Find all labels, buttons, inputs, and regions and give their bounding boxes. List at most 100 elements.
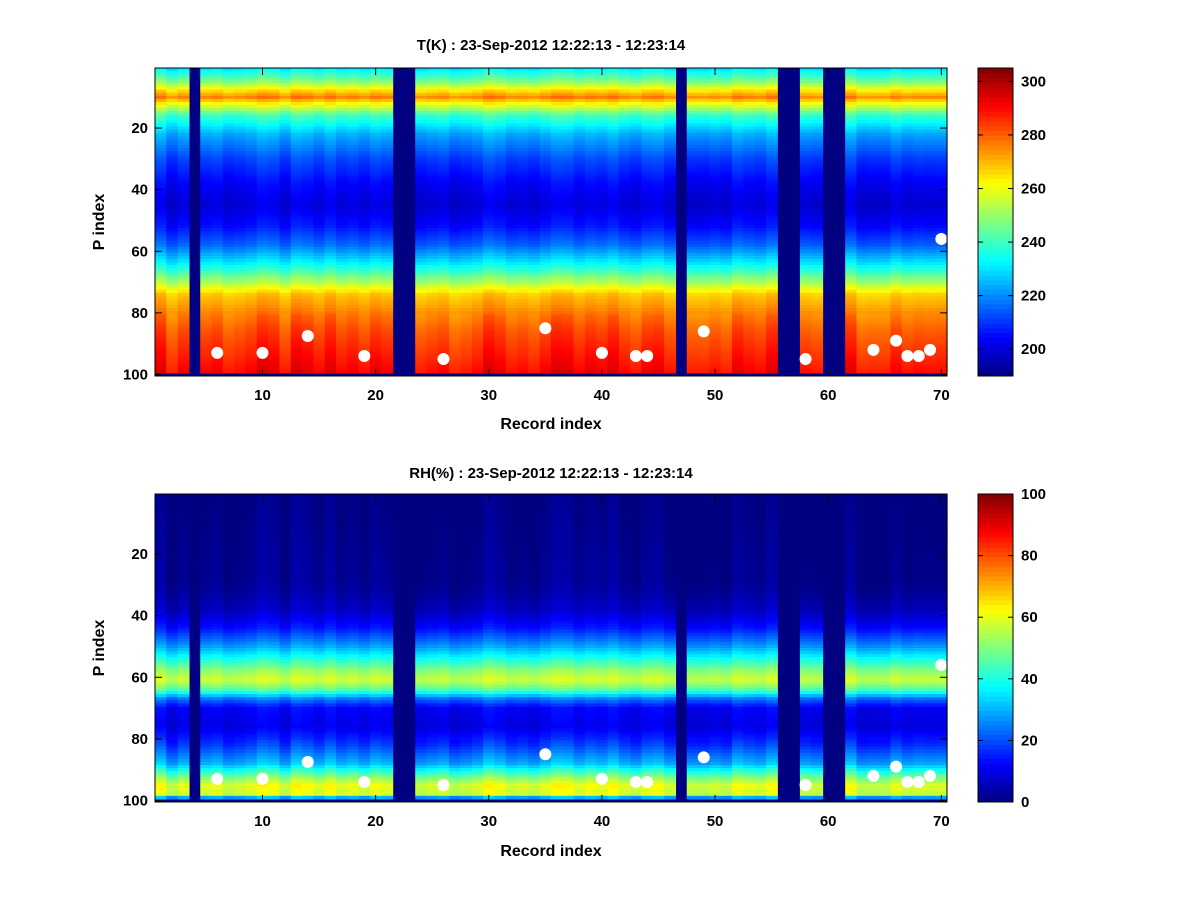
temperature-heatmap-cell	[155, 71, 167, 75]
temperature-heatmap-cell	[324, 258, 337, 263]
temperature-heatmap-cell	[211, 262, 224, 266]
temperature-heatmap-cell	[336, 314, 348, 319]
temperature-heatmap-cell	[381, 354, 394, 359]
temperature-heatmap-cell	[200, 203, 213, 208]
temperature-heatmap-cell	[324, 277, 337, 282]
temperature-heatmap-cell	[200, 360, 213, 365]
temperature-heatmap-cell	[268, 95, 281, 100]
temperature-heatmap-cell	[279, 129, 292, 134]
temperature-heatmap-cell	[256, 138, 269, 143]
temperature-heatmap-cell	[200, 188, 213, 192]
temperature-heatmap-cell	[177, 342, 190, 346]
temperature-heatmap-cell	[177, 348, 190, 352]
temperature-heatmap-cell	[369, 117, 382, 121]
temperature-heatmap-cell	[166, 151, 179, 155]
temperature-heatmap-cell	[166, 366, 179, 371]
temperature-heatmap-cell	[302, 148, 314, 152]
temperature-heatmap-cell	[324, 295, 337, 300]
temperature-heatmap-cell	[245, 295, 258, 300]
temperature-heatmap-cell	[211, 197, 224, 202]
temperature-heatmap-cell	[279, 111, 292, 115]
temperature-heatmap-cell	[155, 92, 167, 97]
temperature-heatmap-cell	[177, 206, 190, 211]
temperature-heatmap-cell	[268, 323, 281, 328]
temperature-heatmap-cell	[279, 181, 292, 186]
temperature-heatmap-cell	[155, 240, 167, 245]
temperature-heatmap-cell	[313, 274, 326, 279]
temperature-heatmap-cell	[336, 234, 348, 238]
temperature-heatmap-cell	[324, 154, 337, 158]
temperature-heatmap-cell	[211, 169, 224, 174]
temperature-heatmap-cell	[256, 83, 269, 88]
temperature-heatmap-cell	[211, 206, 224, 211]
temperature-heatmap-cell	[211, 126, 224, 131]
temperature-heatmap-cell	[279, 145, 292, 149]
temperature-heatmap-cell	[381, 311, 394, 315]
temperature-heatmap-cell	[177, 175, 190, 180]
temperature-heatmap-cell	[256, 120, 269, 125]
temperature-heatmap-cell	[313, 157, 326, 161]
temperature-heatmap-cell	[222, 80, 235, 84]
temperature-heatmap-cell	[234, 295, 247, 300]
temperature-heatmap-cell	[200, 95, 213, 100]
temperature-heatmap-cell	[177, 160, 190, 165]
temperature-heatmap	[155, 68, 948, 376]
temperature-heatmap-cell	[415, 68, 428, 72]
temperature-heatmap-cell	[268, 212, 281, 217]
temperature-heatmap-cell	[415, 258, 428, 263]
temperature-heatmap-cell	[358, 218, 371, 223]
temperature-heatmap-cell	[256, 255, 269, 260]
temperature-heatmap-cell	[222, 354, 235, 359]
temperature-heatmap-cell	[222, 111, 235, 115]
temperature-heatmap-cell	[313, 117, 326, 121]
temperature-heatmap-cell	[290, 354, 303, 359]
temperature-heatmap-cell	[200, 237, 213, 242]
temperature-heatmap-cell	[222, 234, 235, 238]
temperature-heatmap-cell	[177, 222, 190, 226]
temperature-heatmap-cell	[290, 160, 303, 165]
temperature-heatmap-cell	[347, 277, 360, 282]
temperature-heatmap-cell	[302, 138, 314, 143]
temperature-heatmap-cell	[279, 175, 292, 180]
temperature-heatmap-cell	[234, 108, 247, 112]
temperature-heatmap-cell	[358, 360, 371, 365]
temperature-heatmap-cell	[336, 302, 348, 306]
temperature-heatmap-cell	[177, 71, 190, 75]
temperature-heatmap-cell	[381, 126, 394, 131]
temperature-heatmap-cell	[381, 292, 394, 297]
temperature-heatmap-cell	[234, 332, 247, 337]
temperature-heatmap-cell	[415, 108, 428, 112]
temperature-heatmap-cell	[166, 212, 179, 217]
temperature-heatmap-cell	[302, 151, 314, 155]
temperature-heatmap-cell	[245, 71, 258, 75]
temperature-heatmap-cell	[268, 215, 281, 220]
temperature-heatmap-cell	[245, 286, 258, 291]
temperature-heatmap-cell	[336, 104, 348, 109]
temperature-heatmap-cell	[336, 172, 348, 177]
temperature-heatmap-cell	[302, 342, 314, 346]
temperature-heatmap-cell	[279, 141, 292, 146]
temperature-heatmap-cell	[222, 101, 235, 106]
temperature-heatmap-cell	[245, 74, 258, 78]
temperature-heatmap-cell	[336, 126, 348, 131]
temperature-heatmap-cell	[347, 95, 360, 100]
temperature-heatmap-cell	[381, 252, 394, 257]
temperature-heatmap-cell	[268, 120, 281, 125]
temperature-heatmap-cell	[222, 175, 235, 180]
temperature-heatmap-cell	[324, 175, 337, 180]
temperature-heatmap-cell	[177, 274, 190, 279]
temperature-heatmap-cell	[222, 68, 235, 72]
temperature-heatmap-cell	[313, 138, 326, 143]
temperature-heatmap-cell	[155, 83, 167, 88]
temperature-heatmap-cell	[200, 329, 213, 334]
temperature-heatmap-cell	[155, 175, 167, 180]
temperature-heatmap-cell	[155, 237, 167, 242]
temperature-heatmap-cell	[222, 246, 235, 251]
temperature-heatmap-cell	[166, 209, 179, 214]
temperature-heatmap-cell	[358, 345, 371, 349]
temperature-heatmap-cell	[211, 369, 224, 374]
temperature-heatmap-cell	[336, 117, 348, 121]
temperature-heatmap-cell	[234, 222, 247, 226]
temperature-heatmap-cell	[336, 175, 348, 180]
temperature-heatmap-cell	[279, 234, 292, 238]
